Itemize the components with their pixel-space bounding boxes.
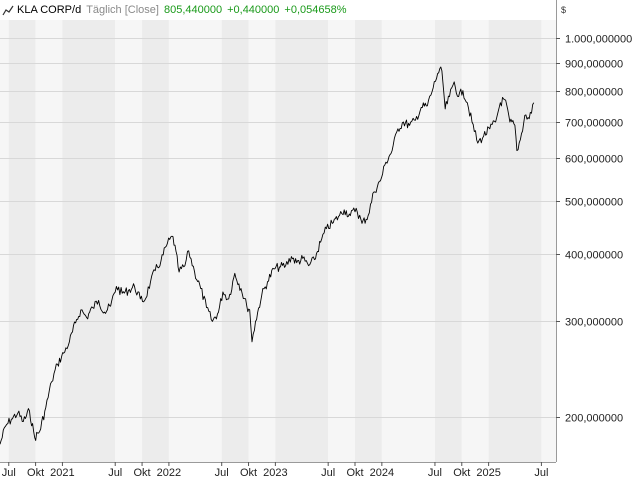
x-tick-label: Jul xyxy=(321,467,335,479)
y-tick-label: 600,000000 xyxy=(565,154,623,166)
line-chart-icon xyxy=(2,5,14,16)
price-line xyxy=(0,66,535,445)
time-band xyxy=(328,20,356,462)
y-tick-label: 400,000000 xyxy=(565,250,623,262)
x-axis: Jul Okt 2021 Jul Okt 2022 Jul Okt 2023 Jul Okt 2024… xyxy=(2,462,548,479)
time-band xyxy=(35,20,63,462)
time-band xyxy=(381,20,435,462)
y-tick-label: 900,000000 xyxy=(565,59,623,71)
time-band xyxy=(275,20,329,462)
x-tick-label: 2021 xyxy=(50,467,74,479)
time-band xyxy=(541,20,556,462)
time-band xyxy=(355,20,382,462)
x-tick-label: 2022 xyxy=(157,467,181,479)
time-bands xyxy=(0,20,556,462)
x-tick-label: Okt xyxy=(240,467,257,479)
last-price: 805,440000 xyxy=(163,4,223,16)
time-band xyxy=(168,20,222,462)
y-tick-label: 700,000000 xyxy=(565,118,623,130)
x-tick-label: 2025 xyxy=(476,467,500,479)
x-tick-label: 2023 xyxy=(263,467,287,479)
y-tick-label: 1.000,000000 xyxy=(565,34,632,46)
x-tick-label: Okt xyxy=(346,467,363,479)
instrument-name: KLA CORP/d xyxy=(17,4,82,16)
y-axis: 200,000000 300,000000 400,000000 500,000000… xyxy=(556,34,632,425)
time-band xyxy=(248,20,276,462)
x-tick-label: Jul xyxy=(215,467,229,479)
price-change-percent: +0,054658% xyxy=(284,4,347,16)
time-band xyxy=(461,20,489,462)
x-tick-label: Jul xyxy=(534,467,548,479)
currency-label: $ xyxy=(561,5,567,15)
y-tick-label: 300,000000 xyxy=(565,317,623,329)
x-tick-label: Jul xyxy=(108,467,122,479)
time-band xyxy=(0,20,9,462)
y-tick-label: 500,000000 xyxy=(565,197,623,209)
x-tick-label: Okt xyxy=(453,467,470,479)
chart-legend: KLA CORP/d Täglich [Close] 805,440000 +0… xyxy=(2,2,347,18)
x-tick-label: Okt xyxy=(27,467,44,479)
horizontal-gridlines xyxy=(0,38,556,418)
time-band xyxy=(115,20,143,462)
x-tick-label: Jul xyxy=(2,467,16,479)
price-series xyxy=(0,66,535,445)
y-tick-label: 800,000000 xyxy=(565,87,623,99)
time-band xyxy=(62,20,116,462)
x-tick-label: Jul xyxy=(428,467,442,479)
time-band xyxy=(434,20,462,462)
time-band xyxy=(488,20,542,462)
time-band xyxy=(221,20,249,462)
price-change: +0,440000 xyxy=(227,4,280,16)
time-band xyxy=(8,20,36,462)
time-band xyxy=(142,20,169,462)
y-tick-label: 200,000000 xyxy=(565,413,623,425)
x-tick-label: 2024 xyxy=(370,467,394,479)
interval-mode: Täglich [Close] xyxy=(86,4,159,16)
x-tick-label: Okt xyxy=(134,467,151,479)
plot-frame xyxy=(0,0,557,463)
